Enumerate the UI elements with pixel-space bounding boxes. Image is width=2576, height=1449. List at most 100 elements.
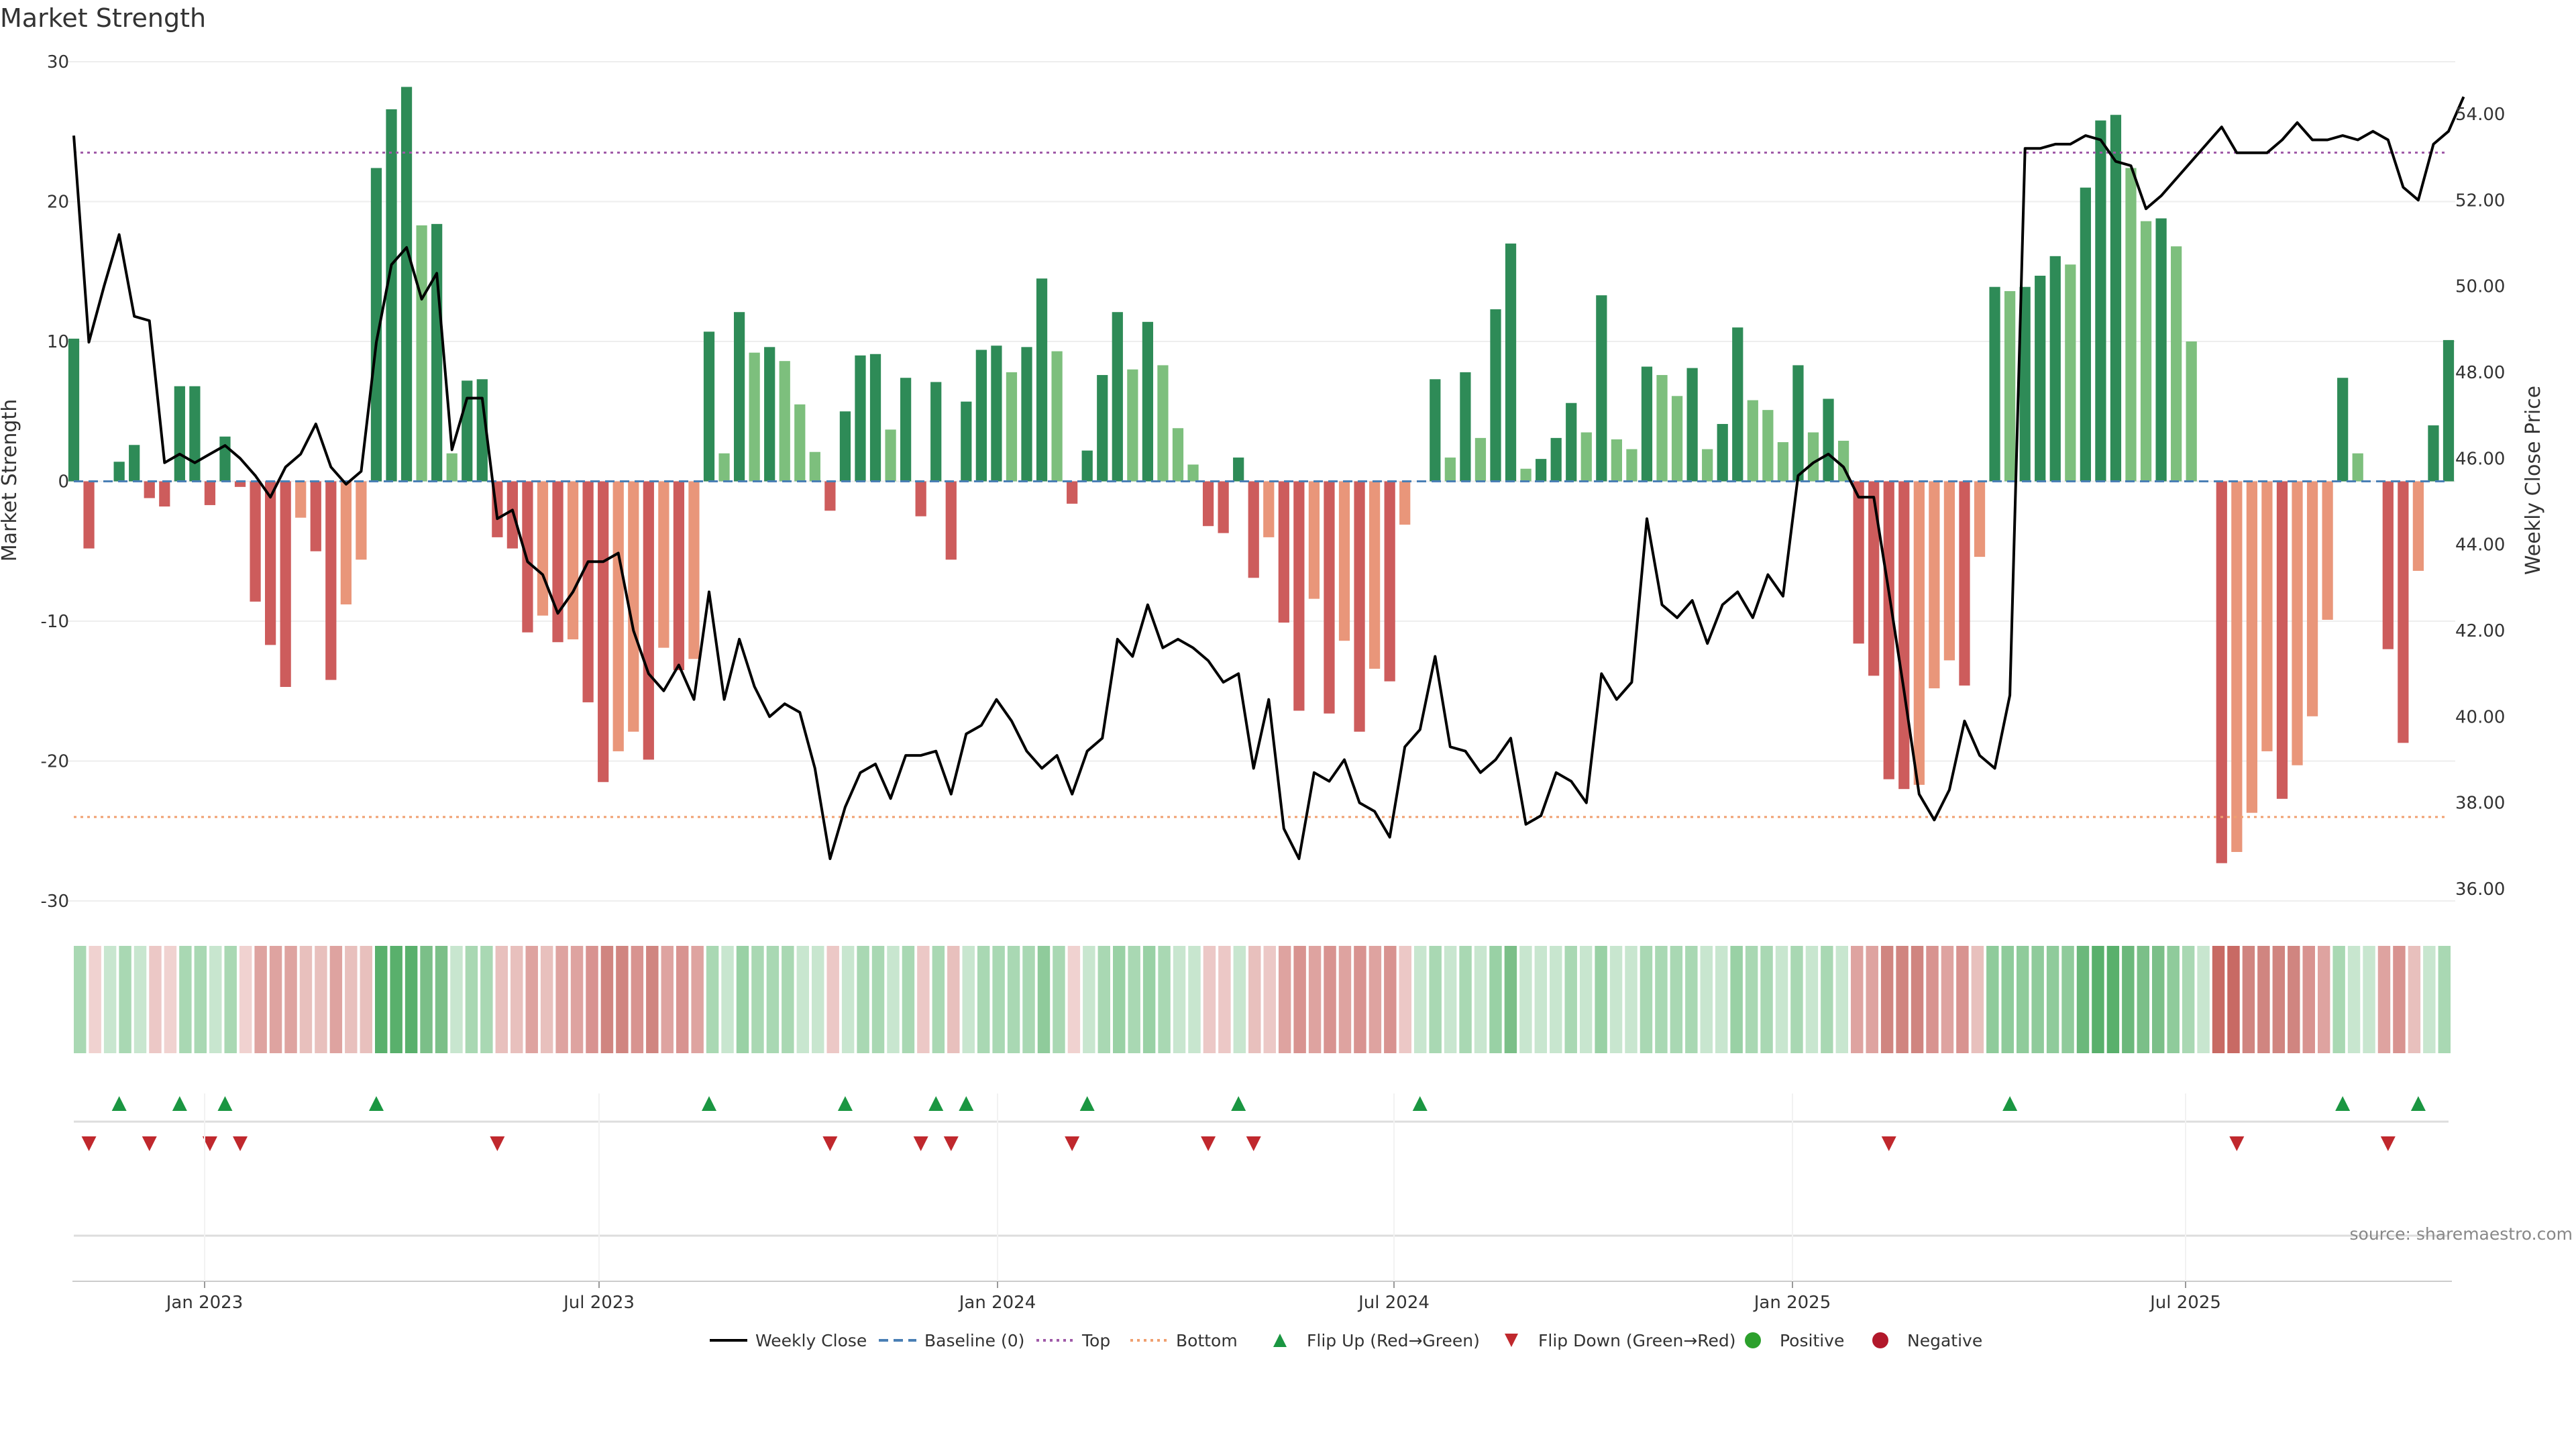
heatmap-cell bbox=[1097, 946, 1111, 1053]
heatmap-cell bbox=[1790, 946, 1803, 1053]
heatmap-cell bbox=[2016, 946, 2029, 1053]
strength-bar bbox=[1354, 481, 1365, 732]
right-tick-label: 42.00 bbox=[2455, 621, 2505, 641]
heatmap-cell bbox=[1218, 946, 1231, 1053]
flip-up-marker bbox=[1412, 1096, 1428, 1111]
flip-down-marker bbox=[142, 1136, 157, 1151]
strength-bar bbox=[113, 462, 125, 482]
right-tick-label: 54.00 bbox=[2455, 105, 2505, 125]
heatmap-cell bbox=[329, 946, 343, 1053]
strength-bar bbox=[1717, 424, 1728, 482]
flip-up-marker bbox=[2335, 1096, 2351, 1111]
heatmap-cell bbox=[1821, 946, 1833, 1053]
strength-bar bbox=[1474, 437, 1487, 482]
heatmap-cell bbox=[511, 946, 523, 1053]
heatmap-cell bbox=[420, 946, 433, 1053]
flip-up-marker bbox=[2002, 1096, 2018, 1111]
flip-up-marker bbox=[1079, 1096, 1095, 1111]
strength-bar bbox=[1868, 481, 1880, 676]
flip-down-marker bbox=[822, 1136, 838, 1151]
strength-bar bbox=[1550, 437, 1562, 482]
flip-down-marker bbox=[2380, 1136, 2396, 1151]
strength-bar bbox=[2004, 290, 2016, 482]
heatmap-cell bbox=[239, 946, 252, 1053]
heatmap-cell bbox=[1142, 946, 1156, 1053]
heatmap-cell bbox=[299, 946, 313, 1053]
strength-bar bbox=[204, 481, 216, 505]
left-tick-label: -10 bbox=[41, 612, 69, 632]
heatmap-cell bbox=[1896, 946, 1909, 1053]
heatmap-cell bbox=[1866, 946, 1878, 1053]
legend-item: Weekly Close bbox=[710, 1331, 867, 1350]
legend-item: Bottom bbox=[1130, 1331, 1238, 1350]
strength-bar bbox=[431, 223, 443, 482]
heatmap-cell bbox=[209, 946, 222, 1053]
heatmap-cell bbox=[857, 946, 869, 1053]
heatmap-cell bbox=[269, 946, 282, 1053]
strength-bar bbox=[1732, 327, 1743, 482]
strength-bar bbox=[1777, 442, 1789, 482]
heatmap-cell bbox=[1745, 946, 1758, 1053]
strength-bar bbox=[930, 382, 942, 482]
heatmap-cell bbox=[2197, 946, 2210, 1053]
heatmap-cell bbox=[782, 946, 794, 1053]
heatmap-cell bbox=[2106, 946, 2120, 1053]
strength-bar bbox=[1263, 481, 1275, 537]
strength-bar bbox=[129, 445, 140, 482]
heatmap-cell bbox=[1248, 946, 1261, 1053]
reference-lines bbox=[74, 152, 2449, 818]
strength-bar bbox=[2261, 481, 2273, 751]
strength-bar bbox=[295, 481, 307, 518]
heatmap-cell bbox=[2408, 946, 2421, 1053]
strength-bar bbox=[370, 168, 382, 482]
heatmap-cell bbox=[1022, 946, 1035, 1053]
legend-label: Top bbox=[1081, 1331, 1110, 1350]
strength-bar bbox=[1202, 481, 1214, 527]
strength-bar bbox=[1580, 432, 1592, 482]
heatmap-cell bbox=[631, 946, 644, 1053]
strength-bar bbox=[1218, 481, 1229, 533]
heatmap-cell bbox=[2031, 946, 2044, 1053]
strength-bar bbox=[2246, 481, 2257, 813]
strength-bar bbox=[356, 481, 367, 560]
heatmap-cell bbox=[2076, 946, 2090, 1053]
strength-bar bbox=[2049, 256, 2061, 482]
legend-item: Flip Down (Green→Red) bbox=[1505, 1331, 1736, 1350]
heatmap-cell bbox=[465, 946, 478, 1053]
flip-down-marker bbox=[1246, 1136, 1261, 1151]
heatmap-cell bbox=[540, 946, 553, 1053]
heatmap-cell bbox=[1007, 946, 1020, 1053]
flip-up-marker bbox=[702, 1096, 717, 1111]
right-tick-label: 52.00 bbox=[2455, 191, 2505, 211]
flip-up-marker bbox=[2410, 1096, 2426, 1111]
strength-bar bbox=[174, 386, 185, 482]
heatmap-cell bbox=[1625, 946, 1638, 1053]
strength-bar bbox=[1792, 365, 1804, 482]
heatmap-cell bbox=[2182, 946, 2195, 1053]
heatmap-cell bbox=[1173, 946, 1186, 1053]
heatmap-cell bbox=[405, 946, 418, 1053]
flip-up-marker bbox=[959, 1096, 974, 1111]
heatmap-cell bbox=[1941, 946, 1954, 1053]
heatmap-cell bbox=[74, 946, 87, 1053]
heatmap-cell bbox=[1037, 946, 1051, 1053]
strength-bar bbox=[310, 481, 321, 551]
heatmap-cell bbox=[1730, 946, 1743, 1053]
legend-label: Flip Up (Red→Green) bbox=[1307, 1331, 1480, 1350]
heatmap-cell bbox=[179, 946, 192, 1053]
strength-bar bbox=[2428, 425, 2439, 482]
heatmap-cell bbox=[1504, 946, 1517, 1053]
legend-swatch bbox=[1872, 1332, 1888, 1348]
heatmap-cell bbox=[600, 946, 614, 1053]
strength-bar bbox=[1097, 375, 1108, 482]
strength-bar bbox=[688, 481, 700, 659]
strength-bar bbox=[1596, 295, 1607, 482]
strength-bar bbox=[2443, 339, 2455, 482]
left-axis-ticks: 30 20 10 0 -10 -20 -30 bbox=[41, 52, 69, 912]
strength-bar bbox=[1807, 432, 1819, 482]
strength-bar bbox=[1067, 481, 1078, 504]
heatmap-cell bbox=[570, 946, 584, 1053]
strength-bar bbox=[325, 481, 337, 680]
flip-down-marker bbox=[1881, 1136, 1896, 1151]
strength-bar bbox=[2065, 264, 2076, 482]
